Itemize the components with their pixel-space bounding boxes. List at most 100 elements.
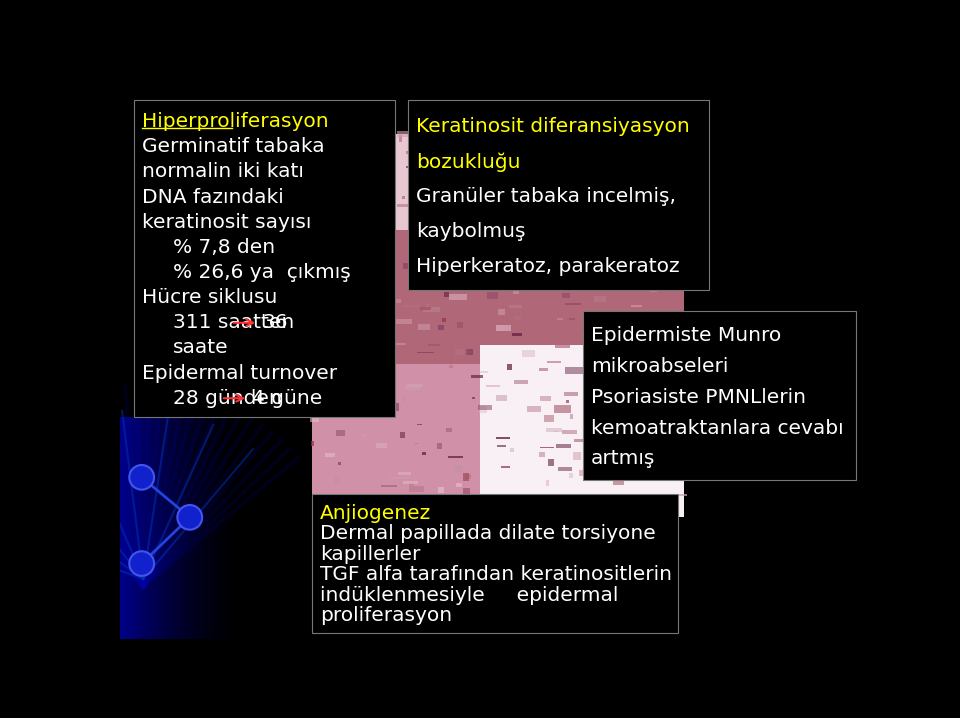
Bar — [470, 376, 483, 378]
Bar — [559, 505, 563, 510]
Text: kaybolmuş: kaybolmuş — [416, 223, 525, 241]
Bar — [514, 380, 528, 384]
Bar — [405, 386, 420, 390]
Bar — [498, 228, 507, 231]
Bar — [355, 277, 365, 281]
Bar — [614, 364, 623, 371]
Bar — [497, 445, 506, 447]
Bar — [358, 505, 375, 509]
Bar — [576, 146, 581, 151]
Bar — [373, 297, 386, 304]
Bar — [403, 263, 409, 269]
Bar — [481, 235, 498, 237]
Bar — [361, 212, 374, 215]
Bar — [423, 144, 435, 152]
Bar — [593, 183, 600, 185]
Bar — [512, 332, 522, 336]
Bar — [380, 260, 383, 267]
Bar — [448, 455, 464, 458]
Bar — [355, 500, 364, 505]
Bar — [486, 175, 496, 183]
Bar — [437, 257, 444, 260]
Bar — [612, 480, 624, 485]
Bar — [420, 251, 437, 255]
Bar — [517, 275, 526, 277]
Text: Keratinosit diferansiyasyon: Keratinosit diferansiyasyon — [416, 118, 690, 136]
Bar — [579, 470, 588, 476]
Bar — [634, 447, 637, 453]
Text: proliferasyon: proliferasyon — [320, 607, 452, 625]
Bar — [407, 384, 423, 386]
Bar — [595, 412, 610, 416]
Bar — [306, 167, 320, 172]
Bar — [403, 305, 419, 307]
Bar — [406, 167, 415, 168]
Bar — [637, 439, 651, 447]
Bar — [311, 441, 314, 447]
Bar — [423, 307, 440, 312]
Bar — [334, 476, 341, 484]
Bar — [643, 332, 646, 338]
Bar — [356, 257, 368, 265]
Bar — [663, 494, 679, 498]
Bar — [310, 232, 323, 236]
Bar — [353, 398, 365, 401]
Text: Hücre siklusu: Hücre siklusu — [142, 288, 277, 307]
Text: 311 saatten: 311 saatten — [173, 313, 300, 332]
Bar — [408, 100, 709, 290]
Bar — [608, 253, 611, 258]
Bar — [509, 305, 522, 308]
Bar — [465, 474, 471, 479]
Bar — [480, 345, 684, 518]
Bar — [607, 386, 622, 393]
Bar — [524, 240, 538, 242]
Text: saate: saate — [173, 338, 228, 358]
Bar — [370, 264, 372, 269]
Bar — [312, 494, 678, 633]
Bar — [589, 284, 606, 287]
Bar — [395, 319, 412, 324]
Bar — [659, 432, 661, 436]
Bar — [516, 237, 528, 241]
Bar — [665, 350, 674, 355]
Bar — [476, 136, 487, 143]
Bar — [390, 343, 406, 345]
Bar — [487, 292, 498, 299]
Bar — [365, 282, 382, 286]
Text: Granüler tabaka incelmiş,: Granüler tabaka incelmiş, — [416, 187, 676, 206]
Text: Hiperkeratoz, parakeratoz: Hiperkeratoz, parakeratoz — [416, 257, 680, 276]
Text: keratinosit sayısı: keratinosit sayısı — [142, 213, 311, 232]
Bar — [406, 151, 420, 154]
Bar — [397, 131, 411, 137]
Bar — [569, 414, 573, 419]
Bar — [417, 352, 435, 353]
Bar — [534, 286, 541, 291]
Bar — [383, 296, 390, 303]
Bar — [473, 371, 488, 373]
Bar — [591, 239, 599, 246]
Bar — [648, 328, 652, 332]
Text: DNA fazındaki: DNA fazındaki — [142, 187, 283, 207]
Bar — [544, 516, 554, 519]
Bar — [569, 473, 573, 478]
Bar — [134, 100, 396, 417]
Bar — [648, 462, 660, 469]
Bar — [487, 508, 494, 515]
Bar — [539, 284, 555, 291]
Bar — [594, 239, 612, 243]
Bar — [594, 296, 606, 302]
Bar — [416, 443, 419, 444]
Bar — [678, 398, 684, 400]
Bar — [338, 462, 342, 465]
Bar — [510, 449, 514, 452]
Text: % 7,8 den: % 7,8 den — [173, 238, 275, 257]
Bar — [583, 454, 599, 460]
Bar — [546, 428, 563, 432]
Bar — [443, 318, 446, 322]
Bar — [333, 152, 348, 155]
Bar — [605, 513, 613, 517]
Bar — [635, 389, 650, 396]
Bar — [336, 430, 346, 436]
Bar — [375, 443, 387, 447]
Bar — [320, 401, 333, 404]
